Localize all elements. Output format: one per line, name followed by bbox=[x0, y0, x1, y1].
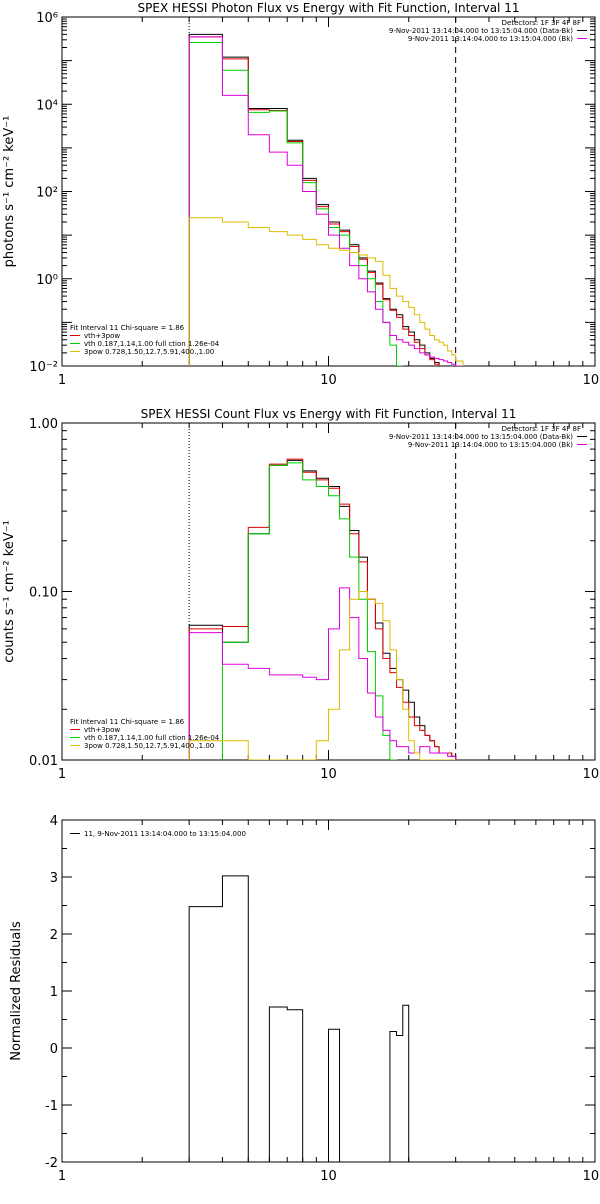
series-step-line-5 bbox=[188, 591, 457, 760]
legend-right-text: 9-Nov-2011 13:14:04.000 to 13:15:04.000 … bbox=[408, 35, 573, 43]
y-tick-label: 2 bbox=[50, 928, 58, 943]
chart-panel-2: SPEX HESSI Count Flux vs Energy with Fit… bbox=[2, 407, 600, 782]
series-step-line-3 bbox=[221, 462, 398, 760]
series-step-line-2 bbox=[188, 36, 440, 366]
y-tick-label: -1 bbox=[45, 1099, 58, 1114]
y-tick-label: 10⁴ bbox=[36, 98, 58, 113]
legend-right-text: 9-Nov-2011 13:14:04.000 to 13:15:04.000 … bbox=[389, 433, 573, 441]
plot-area bbox=[188, 875, 410, 1162]
legend-right-text: 9-Nov-2011 13:14:04.000 to 13:15:04.000 … bbox=[408, 441, 573, 449]
chart-title: SPEX HESSI Photon Flux vs Energy with Fi… bbox=[138, 1, 520, 15]
detectors-label: Detectors: 1F 3F 4F 8F bbox=[502, 19, 581, 27]
legend-top-text: 11, 9-Nov-2011 13:14:04.000 to 13:15:04.… bbox=[84, 830, 246, 838]
legend-left-text: 3pow 0.728,1.50,12.7,5.91,400.,1.00 bbox=[84, 742, 214, 750]
x-tick-label: 100 bbox=[583, 1169, 600, 1184]
legend-left-text: Fit Interval 11 Chi-square = 1.86 bbox=[70, 718, 185, 726]
y-axis-label: photons s⁻¹ cm⁻² keV⁻¹ bbox=[2, 116, 17, 268]
plot-area bbox=[188, 33, 464, 366]
y-tick-label: 1.00 bbox=[29, 417, 58, 432]
series-step-line-4 bbox=[188, 36, 464, 366]
y-tick-label: 0.10 bbox=[29, 586, 58, 601]
x-tick-label: 10 bbox=[320, 767, 337, 782]
x-tick-label: 1 bbox=[58, 767, 66, 782]
legend-left-text: Fit Interval 11 Chi-square = 1.86 bbox=[70, 324, 185, 332]
y-tick-label: 10⁻² bbox=[29, 360, 58, 375]
y-tick-label: 10² bbox=[36, 186, 58, 201]
series-step-line-2 bbox=[188, 458, 457, 760]
x-tick-label: 100 bbox=[583, 767, 600, 782]
x-tick-label: 100 bbox=[583, 373, 600, 388]
y-tick-label: -2 bbox=[45, 1156, 58, 1171]
series-step-line-1 bbox=[188, 875, 410, 1162]
series-step-line-4 bbox=[188, 587, 457, 760]
legend-left-text: 3pow 0.728,1.50,12.7,5.91,400.,1.00 bbox=[84, 348, 214, 356]
legend-left-text: vth 0.187,1.14,1.00 full ction 1.26e-04 bbox=[84, 340, 220, 348]
y-tick-label: 4 bbox=[50, 814, 58, 829]
x-tick-label: 10 bbox=[320, 373, 337, 388]
chart-panel-3: Normalized Residuals 1 10 100 -2 -1 0 1 2 3 4 11, 9… bbox=[9, 814, 600, 1184]
chart-panel-1: SPEX HESSI Photon Flux vs Energy with Fi… bbox=[2, 1, 600, 388]
y-tick-label: 10⁶ bbox=[36, 11, 58, 26]
y-tick-label: 1 bbox=[50, 985, 58, 1000]
y-tick-label: 0 bbox=[50, 1042, 58, 1057]
legend-left-text: vth 0.187,1.14,1.00 full ction 1.26e-04 bbox=[84, 734, 220, 742]
legend-left-text: vth+3pow bbox=[84, 726, 120, 734]
y-axis-label: counts s⁻¹ cm⁻² keV⁻¹ bbox=[2, 520, 17, 663]
legend-left-text: vth+3pow bbox=[84, 332, 120, 340]
legend-right-text: 9-Nov-2011 13:14:04.000 to 13:15:04.000 … bbox=[389, 27, 573, 35]
series-step-line-1 bbox=[188, 459, 457, 760]
plot-area bbox=[188, 458, 457, 760]
y-tick-label: 10⁰ bbox=[36, 273, 58, 288]
y-tick-label: 0.01 bbox=[29, 754, 58, 769]
x-tick-label: 1 bbox=[58, 373, 66, 388]
axis-frame bbox=[61, 16, 596, 367]
y-tick-label: 3 bbox=[50, 871, 58, 886]
series-step-line-1 bbox=[188, 33, 444, 366]
x-tick-label: 1 bbox=[58, 1169, 66, 1184]
detectors-label: Detectors: 1F 3F 4F 8F bbox=[502, 425, 581, 433]
x-tick-label: 10 bbox=[320, 1169, 337, 1184]
y-axis-label: Normalized Residuals bbox=[9, 921, 24, 1061]
series-step-line-5 bbox=[188, 217, 464, 366]
series-step-line-3 bbox=[188, 42, 404, 366]
chart-title: SPEX HESSI Count Flux vs Energy with Fit… bbox=[141, 407, 517, 421]
